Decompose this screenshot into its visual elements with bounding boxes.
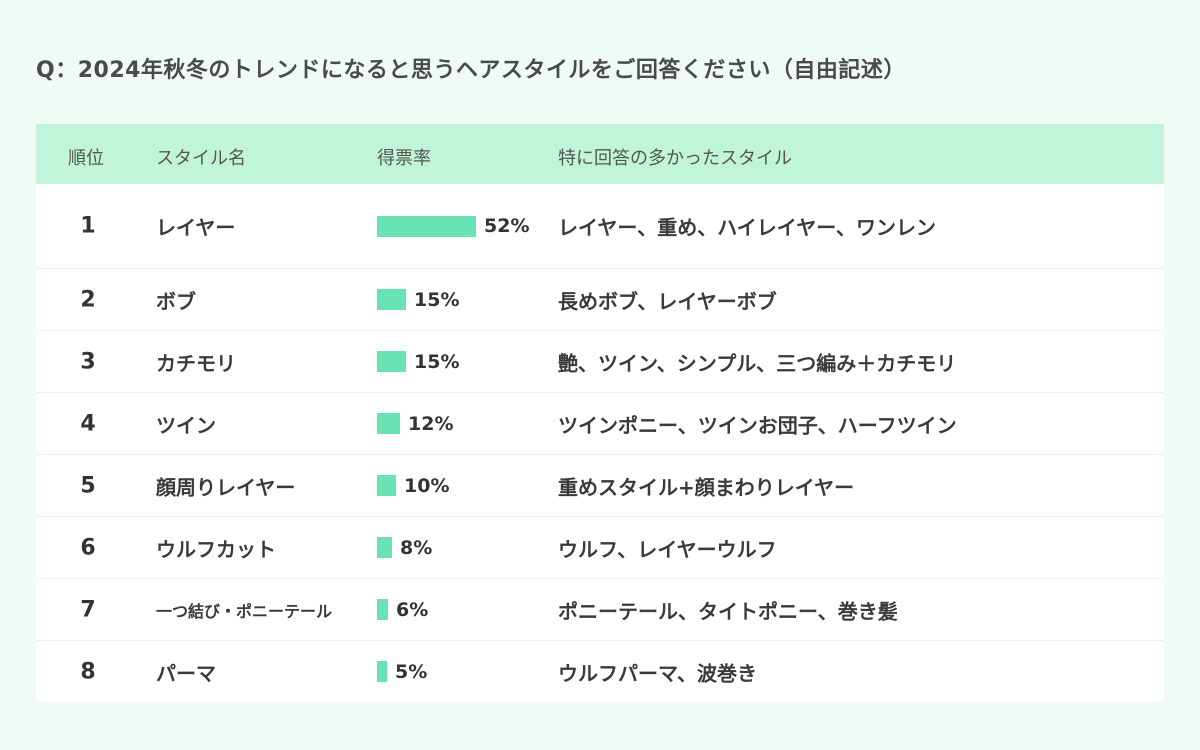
table-row: 8 パーマ 5% ウルフパーマ、波巻き [36, 640, 1164, 702]
table-row: 2 ボブ 15% 長めボブ、レイヤーボブ [36, 268, 1164, 330]
table-row: 7 一つ結び・ポニーテール 6% ポニーテール、タイトポニー、巻き髪 [36, 578, 1164, 640]
rate-label: 6% [396, 598, 429, 621]
rate-bar [377, 215, 476, 237]
rate-label: 15% [414, 288, 460, 311]
header-rank: 順位 [68, 148, 104, 169]
style-name-cell: ボブ [156, 289, 196, 313]
rank-cell: 3 [80, 349, 96, 374]
rate-cell: 15% [377, 351, 459, 373]
rate-bar [377, 289, 406, 310]
table-row: 3 カチモリ 15% 艶、ツイン、シンプル、三つ編み＋カチモリ [36, 330, 1164, 392]
rank-cell: 2 [80, 287, 96, 312]
rank-cell: 1 [80, 213, 96, 239]
rank-cell: 6 [80, 535, 96, 560]
table-row: 6 ウルフカット 8% ウルフ、レイヤーウルフ [36, 516, 1164, 578]
style-name-cell: ツイン [156, 413, 216, 437]
style-name-cell: レイヤー [156, 215, 236, 240]
table-row: 1 レイヤー 52% レイヤー、重め、ハイレイヤー、ワンレン [36, 184, 1164, 268]
rate-bar [377, 413, 400, 434]
header-rate: 得票率 [377, 148, 431, 169]
rate-cell: 10% [377, 475, 449, 497]
rank-cell: 4 [80, 411, 96, 436]
rate-cell: 12% [377, 413, 453, 435]
rate-label: 10% [404, 474, 450, 497]
rate-label: 5% [395, 660, 428, 683]
header-style: スタイル名 [156, 148, 246, 169]
popular-styles-cell: 艶、ツイン、シンプル、三つ編み＋カチモリ [558, 351, 957, 375]
table-row: 5 顔周りレイヤー 10% 重めスタイル+顔まわりレイヤー [36, 454, 1164, 516]
rate-label: 15% [414, 350, 460, 373]
style-name-cell: カチモリ [156, 351, 236, 375]
header-popular: 特に回答の多かったスタイル [558, 148, 792, 169]
rate-bar [377, 661, 387, 682]
table-body: 1 レイヤー 52% レイヤー、重め、ハイレイヤー、ワンレン 2 ボブ 15% 長めボブ、レイ… [36, 184, 1164, 702]
rate-cell: 8% [377, 537, 432, 559]
rate-label: 12% [408, 412, 454, 435]
popular-styles-cell: ポニーテール、タイトポニー、巻き髪 [558, 599, 898, 623]
popular-styles-cell: 長めボブ、レイヤーボブ [558, 289, 777, 313]
style-name-cell: 顔周りレイヤー [156, 475, 296, 499]
rate-bar [377, 599, 388, 620]
rank-cell: 7 [80, 597, 96, 622]
rate-bar [377, 351, 406, 372]
rate-label: 8% [400, 536, 433, 559]
popular-styles-cell: 重めスタイル+顔まわりレイヤー [558, 475, 855, 499]
rate-cell: 5% [377, 661, 427, 683]
rate-cell: 6% [377, 599, 428, 621]
popular-styles-cell: ウルフ、レイヤーウルフ [558, 537, 777, 561]
chart-title: Q：2024年秋冬のトレンドになると思うヘアスタイルをご回答ください（自由記述） [36, 58, 906, 83]
rate-cell: 15% [377, 289, 459, 311]
rate-cell: 52% [377, 215, 529, 237]
rate-bar [377, 537, 392, 558]
style-name-cell: パーマ [156, 661, 216, 685]
rate-bar [377, 475, 396, 496]
style-name-cell: 一つ結び・ポニーテール [156, 601, 333, 621]
rank-cell: 5 [80, 473, 96, 498]
table-row: 4 ツイン 12% ツインポニー、ツインお団子、ハーフツイン [36, 392, 1164, 454]
rank-cell: 8 [80, 659, 96, 684]
popular-styles-cell: レイヤー、重め、ハイレイヤー、ワンレン [558, 215, 936, 240]
style-name-cell: ウルフカット [156, 537, 276, 561]
popular-styles-cell: ツインポニー、ツインお団子、ハーフツイン [558, 413, 957, 437]
table-header: 順位 スタイル名 得票率 特に回答の多かったスタイル [36, 124, 1164, 184]
ranking-table: 順位 スタイル名 得票率 特に回答の多かったスタイル 1 レイヤー 52% レイヤー、… [36, 124, 1164, 702]
popular-styles-cell: ウルフパーマ、波巻き [558, 661, 757, 685]
rate-label: 52% [484, 215, 530, 237]
